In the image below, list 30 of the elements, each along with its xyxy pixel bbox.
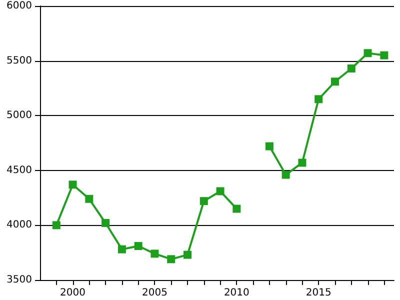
- point: [200, 197, 208, 206]
- y-tick-label: 5500: [6, 55, 32, 66]
- x-tick-label: 2000: [60, 288, 86, 298]
- point: [265, 142, 274, 150]
- point: [232, 204, 241, 213]
- point: [331, 78, 339, 86]
- point: [102, 219, 110, 228]
- point: [282, 170, 290, 179]
- y-tick-label: 4500: [6, 164, 32, 176]
- point: [150, 250, 159, 258]
- y-tick-label: 3500: [6, 274, 32, 286]
- point: [380, 51, 388, 60]
- point: [85, 194, 94, 203]
- point: [216, 187, 224, 196]
- point: [167, 255, 176, 264]
- x-tick-label: 2015: [306, 288, 332, 298]
- point: [118, 245, 126, 254]
- point: [184, 250, 192, 259]
- x-tick-label: 2010: [224, 288, 250, 298]
- x-tick-label: 2005: [142, 288, 168, 298]
- y-tick-label: 6000: [6, 0, 32, 12]
- point: [52, 221, 60, 230]
- point: [364, 49, 372, 58]
- y-tick-label: 5000: [6, 110, 32, 122]
- point: [68, 180, 77, 189]
- point: [314, 95, 323, 104]
- point: [134, 242, 142, 250]
- point: [298, 158, 306, 167]
- point: [347, 64, 356, 72]
- y-tick-label: 4000: [6, 220, 32, 231]
